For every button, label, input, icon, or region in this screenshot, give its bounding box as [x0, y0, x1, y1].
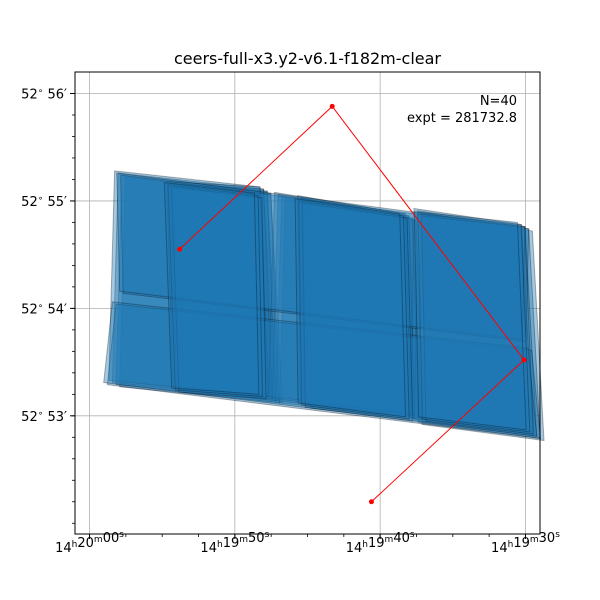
exposure-footprint: [119, 174, 530, 343]
exposure-footprint: [421, 215, 534, 435]
exposure-footprint: [163, 182, 260, 395]
count-annotation: N=40: [480, 94, 517, 109]
exposure-footprint: [108, 170, 273, 398]
x-tick-label: 14h20m00s: [55, 530, 124, 556]
y-tick-labels: 52∘ 56′ 52∘ 55′ 52∘ 54′ 52∘ 53′: [21, 86, 67, 424]
exposure-footprint: [297, 194, 412, 415]
exposure-footprint: [304, 199, 419, 419]
exposure-footprint: [177, 187, 281, 404]
exposure-footprint: [171, 186, 267, 400]
pointing-marker: [521, 357, 527, 363]
exposure-footprint: [410, 207, 534, 435]
exposure-footprint: [111, 172, 276, 400]
exposure-footprints: [103, 170, 545, 442]
exposure-footprint: [166, 181, 270, 398]
x-tick-labels: 14h20m00s 14h19m50s 14h19m40s 14h19m30s: [55, 530, 560, 556]
exposure-footprint: [268, 191, 415, 414]
grid-lines: [75, 72, 540, 534]
x-tick-label: 14h19m40s: [346, 530, 415, 556]
exposure-footprint: [300, 197, 416, 417]
y-tick-label: 52∘ 56′: [21, 86, 67, 102]
exposure-footprint: [417, 213, 531, 433]
exposure-footprint: [294, 198, 407, 418]
exposure-footprint: [115, 174, 280, 402]
pointing-path: [177, 103, 527, 505]
pointing-marker: [329, 103, 335, 109]
exposure-footprint: [170, 183, 273, 400]
x-tick-label: 14h19m50s: [200, 530, 269, 556]
exposure-time-annotation: expt = 281732.8: [407, 111, 517, 126]
exposure-footprint: [308, 201, 423, 421]
pointing-path-line: [179, 105, 525, 503]
exposure-footprint: [173, 185, 277, 402]
exposure-footprint: [279, 198, 426, 420]
exposure-footprint: [421, 214, 545, 442]
exposure-footprint: [298, 200, 410, 420]
exposure-footprint: [271, 193, 419, 416]
y-tick-label: 52∘ 54′: [21, 301, 67, 317]
x-tick-label: 14h19m30s: [491, 530, 560, 556]
exposure-footprint: [116, 172, 526, 341]
exposure-footprint: [301, 202, 414, 422]
pointing-marker: [177, 246, 183, 252]
axis-ticks: [70, 92, 526, 539]
exposure-footprint: [413, 211, 527, 431]
y-tick-label: 52∘ 55′: [21, 194, 67, 210]
exposure-footprint: [119, 176, 283, 404]
exposure-footprint: [275, 196, 422, 418]
pointing-marker: [368, 499, 374, 505]
chart-title: ceers-full-x3.y2-v6.1-f182m-clear: [174, 49, 441, 68]
exposure-footprint: [103, 301, 538, 437]
y-tick-label: 52∘ 53′: [21, 409, 67, 425]
exposure-footprint: [414, 210, 538, 437]
